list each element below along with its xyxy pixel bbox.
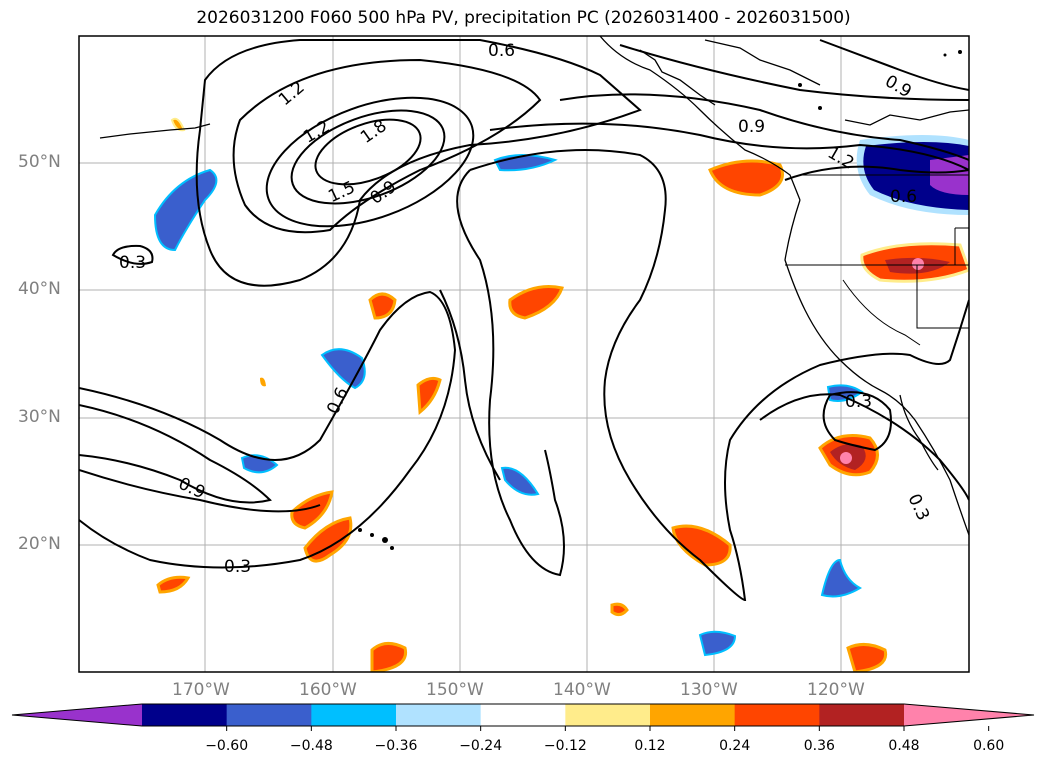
coastlines xyxy=(99,36,969,536)
map-panel: 0.6 0.9 1.2 1.2 1.8 1.5 0.9 0.9 1.2 0.6 … xyxy=(78,35,970,673)
lat-label-20n: 20°N xyxy=(18,534,61,554)
precip-positive-blob xyxy=(370,642,408,672)
colorbar-segment xyxy=(142,704,228,726)
precip-positive-blob xyxy=(860,242,969,283)
colorbar-segment xyxy=(396,704,482,726)
lon-label-160w: 160°W xyxy=(299,680,357,700)
contour-label: 0.6 xyxy=(890,187,917,207)
colorbar-tick-label: −0.60 xyxy=(205,738,249,754)
colorbar-tick-label: −0.12 xyxy=(543,738,587,754)
precip-positive-blob xyxy=(671,524,732,567)
colorbar-tick-label: −0.36 xyxy=(374,738,418,754)
precip-negative-blob xyxy=(500,466,540,496)
precip-positive-blob xyxy=(303,516,353,563)
precip-positive-blob xyxy=(846,643,888,672)
colorbar-segment xyxy=(734,704,820,726)
lon-label-140w: 140°W xyxy=(553,680,611,700)
precip-positive-blob xyxy=(170,117,186,132)
precip-positive-blob xyxy=(708,159,784,197)
contour-label: 0.3 xyxy=(224,557,251,577)
map-frame xyxy=(78,35,970,673)
lon-label-120w: 120°W xyxy=(807,680,865,700)
colorbar-segment xyxy=(819,704,905,726)
colorbar-tick-label: 0.36 xyxy=(803,738,835,754)
colorbar-tick-label: 0.24 xyxy=(719,738,751,754)
precip-negative-blob xyxy=(153,168,218,252)
colorbar-tick-label: 0.60 xyxy=(973,738,1005,754)
precip-positive-blob xyxy=(416,376,442,415)
contour-label: 0.3 xyxy=(845,392,872,412)
contour-label: 0.9 xyxy=(738,117,765,137)
colorbar-segment xyxy=(480,704,566,726)
contour-label: 0.6 xyxy=(488,41,515,61)
colorbar-tick-label: 0.12 xyxy=(634,738,666,754)
pv-contours xyxy=(79,39,969,602)
lon-label-170w: 170°W xyxy=(172,680,230,700)
colorbar-extend-high xyxy=(904,704,1034,726)
lat-label-30n: 30°N xyxy=(18,407,61,427)
contour-label: 0.3 xyxy=(119,253,146,273)
lon-label-150w: 150°W xyxy=(426,680,484,700)
colorbar-outline xyxy=(11,703,1035,727)
colorbar-tick-label: −0.24 xyxy=(459,738,503,754)
colorbar-extend-low xyxy=(12,704,142,726)
colorbar-segment xyxy=(311,704,397,726)
precip-positive-blob xyxy=(368,292,397,320)
precip-positive-blob xyxy=(156,575,191,594)
lat-label-50n: 50°N xyxy=(18,152,61,172)
lon-label-130w: 130°W xyxy=(680,680,738,700)
precip-negative-blob xyxy=(698,630,737,657)
map-background xyxy=(79,36,969,672)
political-borders xyxy=(785,174,969,346)
lat-label-40n: 40°N xyxy=(18,279,61,299)
colorbar-segment xyxy=(565,704,651,726)
colorbar-tick-label: 0.48 xyxy=(888,738,920,754)
precip-positive-blob xyxy=(290,490,334,530)
precip-positive-blob xyxy=(508,285,564,320)
precip-positive-blob xyxy=(610,602,629,617)
map-title: 2026031200 F060 500 hPa PV, precipitatio… xyxy=(196,8,851,28)
precip-negative-blob xyxy=(820,558,863,598)
precip-positive-blob xyxy=(818,434,879,477)
colorbar-segment xyxy=(650,704,736,726)
colorbar-tick-label: −0.48 xyxy=(289,738,333,754)
precip-positive-blob xyxy=(260,377,266,387)
islands xyxy=(358,50,962,550)
colorbar-segment xyxy=(226,704,312,726)
